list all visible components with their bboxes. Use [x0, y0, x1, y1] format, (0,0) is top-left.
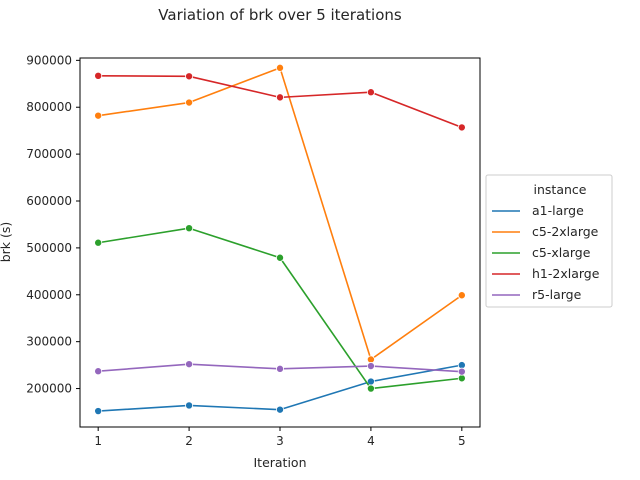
legend-title: instance: [534, 182, 587, 197]
y-tick-label: 500000: [26, 241, 72, 255]
series-a1-large: [94, 361, 466, 416]
data-point-c5-2xlarge: [366, 355, 375, 364]
series-line-c5-xlarge: [98, 227, 462, 390]
data-point-c5-2xlarge: [94, 111, 103, 120]
data-point-h1-2xlarge: [457, 123, 466, 132]
legend: instance a1-large c5-2xlarge c5-xlarge h1-2…: [485, 174, 613, 308]
series-c5-xlarge: [94, 224, 466, 393]
data-point-h1-2xlarge: [275, 93, 284, 102]
series-h1-2xlarge: [94, 71, 466, 132]
data-point-c5-xlarge: [275, 253, 284, 262]
data-point-r5-large: [366, 362, 375, 371]
data-point-h1-2xlarge: [94, 71, 103, 80]
x-tick-label: 3: [276, 434, 284, 448]
data-point-h1-2xlarge: [366, 88, 375, 97]
legend-item-h1-2xlarge: h1-2xlarge: [492, 266, 600, 281]
legend-label: r5-large: [532, 287, 582, 302]
data-point-r5-large: [185, 360, 194, 369]
chart-title: Variation of brk over 5 iterations: [158, 6, 402, 24]
y-tick-label: 800000: [26, 100, 72, 114]
x-tick-label: 1: [94, 434, 102, 448]
x-axis-label: Iteration: [253, 455, 306, 470]
data-point-r5-large: [275, 364, 284, 373]
y-tick-label: 200000: [26, 382, 72, 396]
data-point-c5-2xlarge: [457, 291, 466, 300]
y-tick-label: 400000: [26, 288, 72, 302]
data-point-a1-large: [457, 361, 466, 370]
legend-label: h1-2xlarge: [532, 266, 600, 281]
y-tick-label: 700000: [26, 147, 72, 161]
x-tick-label: 4: [367, 434, 375, 448]
x-tick-label: 2: [185, 434, 193, 448]
data-point-c5-xlarge: [366, 384, 375, 393]
series-r5-large: [94, 360, 466, 376]
y-axis-label: brk (s): [0, 222, 13, 263]
legend-item-c5-xlarge: c5-xlarge: [492, 245, 591, 260]
x-tick-label: 5: [458, 434, 466, 448]
data-point-c5-xlarge: [457, 374, 466, 383]
series-line-c5-2xlarge: [98, 67, 463, 361]
y-tick-label: 900000: [26, 53, 72, 67]
series-c5-2xlarge: [94, 63, 466, 364]
data-point-a1-large: [94, 407, 103, 416]
series-line-h1-2xlarge: [98, 75, 463, 129]
data-point-r5-large: [94, 367, 103, 376]
y-tick-label: 300000: [26, 335, 72, 349]
legend-label: c5-2xlarge: [532, 224, 599, 239]
legend-item-r5-large: r5-large: [492, 287, 582, 302]
legend-item-a1-large: a1-large: [492, 203, 584, 218]
data-point-a1-large: [275, 405, 284, 414]
data-point-c5-xlarge: [185, 224, 194, 233]
data-point-a1-large: [185, 401, 194, 410]
data-point-h1-2xlarge: [185, 72, 194, 81]
legend-label: c5-xlarge: [532, 245, 591, 260]
data-point-r5-large: [457, 367, 466, 376]
legend-label: a1-large: [532, 203, 584, 218]
data-point-c5-2xlarge: [275, 63, 284, 72]
data-point-c5-xlarge: [94, 238, 103, 247]
data-point-c5-2xlarge: [185, 98, 194, 107]
y-tick-label: 600000: [26, 194, 72, 208]
legend-item-c5-2xlarge: c5-2xlarge: [492, 224, 599, 239]
